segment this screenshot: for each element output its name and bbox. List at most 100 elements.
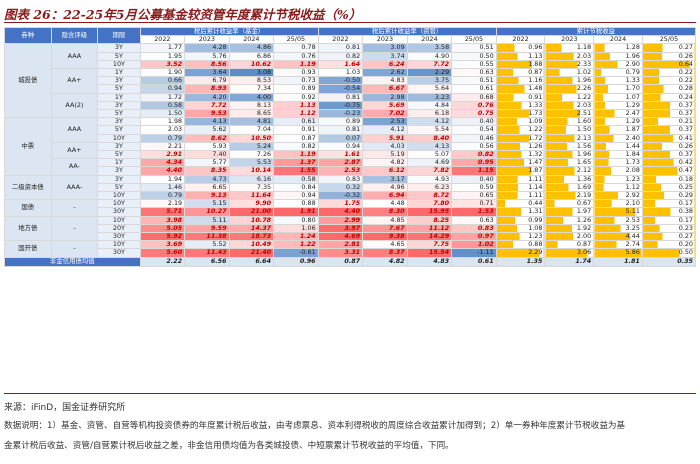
tax-saving-cell: 1.96	[544, 150, 595, 160]
fund-return-cell: 2.21	[139, 141, 186, 152]
tax-saving-cell: 1.23	[593, 174, 643, 184]
fund-return-cell: 1.55	[273, 166, 319, 176]
fund-return-cell: 4.28	[184, 43, 230, 53]
fund-return-cell: 2.03	[139, 125, 186, 135]
am-return-cell: 0.81	[317, 125, 364, 135]
fund-return-cell: 0.58	[139, 100, 186, 111]
tax-saving-cell: 0.42	[641, 158, 697, 168]
fund-return-cell: 0.91	[273, 125, 319, 135]
am-return-cell: 0.81	[317, 43, 364, 53]
fund-return-cell: 5.60	[139, 248, 186, 258]
am-return-cell: 1.53	[451, 207, 497, 217]
tax-saving-cell: 1.97	[544, 207, 595, 217]
am-return-cell: 4.03	[362, 141, 408, 152]
am-return-cell: 3.09	[362, 43, 408, 53]
year-header-cell: 2023	[184, 35, 230, 45]
term-cell: 1Y	[97, 158, 141, 168]
rating-cell: AAA-	[50, 174, 99, 201]
fund-return-cell: 3.98	[139, 215, 186, 225]
tax-saving-cell: 0.37	[641, 100, 697, 111]
tax-saving-cell: 1.11	[495, 191, 546, 201]
am-return-cell: 0.89	[317, 117, 364, 127]
fund-return-cell: 1.37	[273, 158, 319, 168]
term-cell: 1Y	[97, 92, 141, 102]
tax-saving-cell: 0.23	[641, 223, 697, 234]
table-row: 5Y 2.91 7.40 7.26 1.19 1.61 5.19 5.07 0.82 1.32 1.…	[5, 150, 697, 160]
fund-return-cell: 9.13	[184, 191, 230, 201]
fund-return-cell: 0.73	[273, 76, 319, 86]
am-return-cell: 0.32	[317, 182, 364, 193]
bond-type-cell: 国债	[4, 199, 52, 217]
year-header-cell: 2022	[495, 35, 546, 45]
fund-return-cell: 7.34	[228, 84, 275, 94]
tax-saving-cell: 0.96	[495, 43, 546, 53]
fund-return-cell: -0.61	[273, 248, 319, 258]
tax-saving-cell: 1.29	[593, 100, 643, 111]
term-cell: 30Y	[97, 207, 141, 217]
table-row: 10Y 0.79 9.13 11.64 0.94 -0.32 6.94 8.72 0.65 1.1…	[5, 191, 697, 201]
fund-return-cell: 1.91	[273, 207, 319, 217]
average-label: 非金信用债均值	[4, 256, 141, 267]
am-return-cell: -0.23	[317, 109, 364, 119]
fund-return-cell: 0.89	[273, 84, 319, 94]
rating-cell: AA+	[50, 68, 99, 94]
tax-saving-cell: 1.23	[495, 232, 546, 242]
am-return-cell: 6.24	[362, 59, 408, 70]
term-cell: 10Y	[97, 215, 141, 225]
am-return-cell: 4.83	[362, 76, 408, 86]
am-return-cell: 0.07	[317, 133, 364, 143]
fund-return-cell: 1.24	[273, 232, 319, 242]
am-return-cell: 4.96	[362, 182, 408, 193]
term-cell: 3Y	[97, 141, 141, 152]
fund-return-cell: 9.90	[228, 199, 275, 209]
am-return-cell: 4.82	[362, 158, 408, 168]
fund-return-cell: 6.79	[184, 76, 230, 86]
tax-saving-cell: 0.50	[641, 248, 697, 258]
table-row: 3Y 0.66 6.79 8.53 0.73 -0.50 4.83 3.75 0.51 1.16 1…	[5, 76, 697, 86]
bond-type-cell: 地方债	[4, 215, 52, 242]
tax-saving-cell: 3.25	[593, 223, 643, 234]
fund-return-cell: 8.53	[228, 76, 275, 86]
tax-saving-cell: 1.96	[593, 51, 643, 61]
tax-saving-cell: 1.29	[593, 117, 643, 127]
table-row: 5Y 1.46 6.65 7.35 0.84 0.32 4.96 6.23 0.59 1.14 1.…	[5, 182, 697, 193]
fund-return-cell: 6.16	[228, 174, 275, 184]
tax-saving-cell: 0.25	[641, 182, 697, 193]
year-header-cell: 2024	[406, 35, 453, 45]
fund-return-cell: 2.91	[139, 150, 186, 160]
fund-return-cell: 7.04	[228, 125, 275, 135]
tax-saving-cell: 0.20	[641, 240, 697, 250]
term-cell: 30Y	[97, 248, 141, 258]
fund-return-cell: 0.82	[273, 141, 319, 152]
bond-type-cell: 城投债	[4, 43, 52, 119]
tax-saving-cell: 0.21	[641, 117, 697, 127]
average-cell: 0.96	[273, 256, 319, 267]
tax-saving-cell: 0.24	[641, 92, 697, 102]
rating-cell: -	[50, 240, 99, 258]
am-return-cell: 3.97	[317, 223, 364, 234]
fund-return-cell: 0.61	[273, 117, 319, 127]
tax-saving-cell: 2.74	[593, 240, 643, 250]
am-return-cell: 0.63	[451, 68, 497, 78]
am-return-cell: 0.40	[451, 117, 497, 127]
tax-saving-cell: 1.48	[495, 84, 546, 94]
tax-saving-cell: 1.60	[544, 117, 595, 127]
am-return-cell: 3.75	[406, 76, 453, 86]
fund-return-cell: 10.62	[228, 59, 275, 70]
tax-saving-cell: 1.13	[495, 51, 546, 61]
am-return-cell: 1.61	[317, 150, 364, 160]
tax-saving-cell: 1.16	[495, 76, 546, 86]
am-return-cell: 2.87	[317, 158, 364, 168]
fund-return-cell: 4.81	[228, 117, 275, 127]
am-return-cell: 1.02	[451, 240, 497, 250]
table-row: 5Y 0.94 8.93 7.34 0.89 -0.54 6.67 5.64 0.61 1.48 2…	[5, 84, 697, 94]
fund-return-cell: 0.66	[139, 76, 186, 86]
fund-return-cell: 1.19	[273, 150, 319, 160]
table-row: 5Y 1.95 5.76 6.86 0.76 0.82 3.74 4.90 0.50 1.13 2.…	[5, 51, 697, 61]
table-row: AA+ 1Y 1.90 3.64 3.08 0.93 1.03 2.62 2.29 0.63 0.8…	[5, 68, 697, 94]
am-return-cell: 2.53	[317, 166, 364, 176]
am-return-cell: 0.50	[451, 51, 497, 61]
table-row: AA(2) 1Y 1.72 4.20 4.00 0.92 0.81 2.98 3.23 0.68 0…	[5, 92, 697, 119]
am-return-cell: 0.56	[451, 141, 497, 152]
term-cell: 5Y	[97, 125, 141, 135]
